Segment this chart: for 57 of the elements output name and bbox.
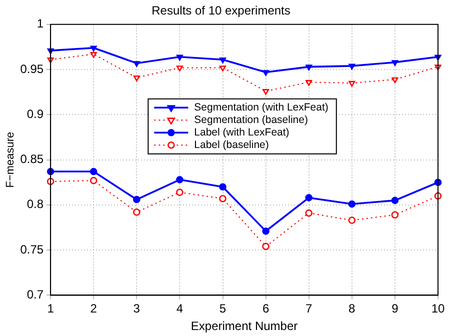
point	[262, 242, 270, 250]
point	[90, 52, 97, 58]
legend-label: Segmentation (with LexFeat)	[194, 102, 328, 114]
y-tick-label: 0.75	[20, 242, 44, 256]
point	[392, 60, 398, 66]
y-axis-title: F−measure	[4, 132, 17, 188]
point	[306, 80, 312, 86]
point	[219, 183, 226, 191]
x-tick-label: 2	[90, 302, 98, 316]
x-axis-title: Experiment Number	[190, 319, 298, 334]
point	[348, 200, 356, 208]
point	[133, 196, 140, 204]
x-tick-label: 1	[47, 302, 54, 316]
point	[392, 77, 398, 84]
point	[306, 64, 312, 70]
x-tick-label: 9	[392, 302, 399, 316]
point	[262, 70, 270, 76]
x-tick-label: 7	[306, 302, 313, 316]
point	[176, 66, 183, 72]
point	[176, 54, 183, 61]
x-tick-label: 10	[431, 302, 445, 316]
point	[305, 194, 312, 202]
point	[220, 66, 226, 72]
point	[220, 57, 226, 64]
y-tick-label: 0.7	[26, 288, 44, 302]
point	[133, 208, 140, 216]
point	[90, 168, 98, 176]
y-tick-label: 0.85	[20, 152, 44, 166]
y-tick-label: 1	[36, 16, 44, 31]
point	[133, 61, 140, 67]
legend-label: Label (with LexFeat)	[194, 126, 290, 139]
point	[348, 64, 356, 70]
x-tick-label: 6	[262, 302, 270, 316]
y-tick-label: 0.9	[26, 106, 44, 121]
y-tick-label: 0.95	[20, 62, 44, 76]
x-tick-label: 4	[176, 302, 184, 316]
point	[262, 89, 270, 95]
legend-label: Segmentation (baseline)	[194, 114, 308, 126]
point	[133, 76, 140, 82]
point	[219, 194, 226, 202]
point	[262, 227, 270, 235]
point	[434, 54, 442, 61]
point	[391, 211, 399, 219]
point	[176, 188, 184, 196]
point	[348, 80, 356, 87]
legend-label: Label (baseline)	[194, 139, 269, 152]
y-tick-label: 0.8	[26, 197, 44, 212]
x-tick-label: 8	[348, 302, 356, 316]
chart-title: Results of 10 experiments	[152, 4, 290, 18]
x-tick-label: 3	[133, 302, 140, 316]
point	[391, 196, 399, 204]
point	[90, 46, 97, 52]
point	[348, 216, 356, 224]
point	[90, 176, 98, 184]
point	[176, 176, 184, 184]
x-tick-label: 5	[219, 302, 226, 316]
point	[305, 209, 312, 217]
